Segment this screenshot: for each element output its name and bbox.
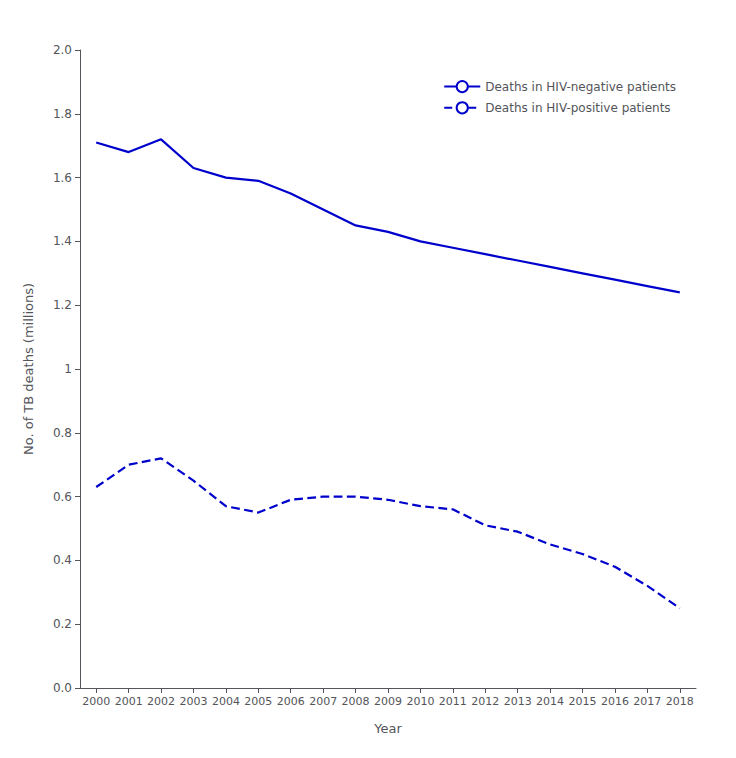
svg-text:Year: Year [373, 721, 402, 736]
svg-text:Deaths in HIV-positive patient: Deaths in HIV-positive patients [485, 101, 670, 115]
svg-text:1.8: 1.8 [53, 107, 72, 121]
svg-text:2013: 2013 [504, 695, 532, 708]
svg-text:2017: 2017 [633, 695, 661, 708]
svg-text:0.4: 0.4 [53, 553, 72, 567]
svg-text:1.4: 1.4 [53, 234, 72, 248]
svg-text:2015: 2015 [569, 695, 597, 708]
svg-text:2007: 2007 [309, 695, 337, 708]
svg-text:2012: 2012 [471, 695, 499, 708]
svg-text:2.0: 2.0 [53, 43, 72, 57]
svg-text:2000: 2000 [82, 695, 110, 708]
svg-text:2004: 2004 [212, 695, 240, 708]
svg-text:Deaths in HIV-negative patient: Deaths in HIV-negative patients [485, 80, 676, 94]
svg-text:2005: 2005 [244, 695, 272, 708]
svg-text:0.6: 0.6 [53, 490, 72, 504]
svg-text:2002: 2002 [147, 695, 175, 708]
svg-text:0.0: 0.0 [53, 681, 72, 695]
svg-text:2011: 2011 [439, 695, 467, 708]
svg-text:No. of TB deaths (millions): No. of TB deaths (millions) [21, 283, 36, 455]
svg-text:2018: 2018 [666, 695, 694, 708]
svg-text:1.2: 1.2 [53, 298, 72, 312]
svg-text:2003: 2003 [179, 695, 207, 708]
svg-text:2010: 2010 [406, 695, 434, 708]
svg-text:1: 1 [64, 362, 72, 376]
svg-text:2009: 2009 [374, 695, 402, 708]
svg-text:2008: 2008 [342, 695, 370, 708]
svg-text:2006: 2006 [277, 695, 305, 708]
svg-text:2001: 2001 [115, 695, 143, 708]
svg-text:0.2: 0.2 [53, 617, 72, 631]
svg-text:2014: 2014 [536, 695, 564, 708]
svg-text:2016: 2016 [601, 695, 629, 708]
svg-text:0.8: 0.8 [53, 426, 72, 440]
svg-text:1.6: 1.6 [53, 171, 72, 185]
